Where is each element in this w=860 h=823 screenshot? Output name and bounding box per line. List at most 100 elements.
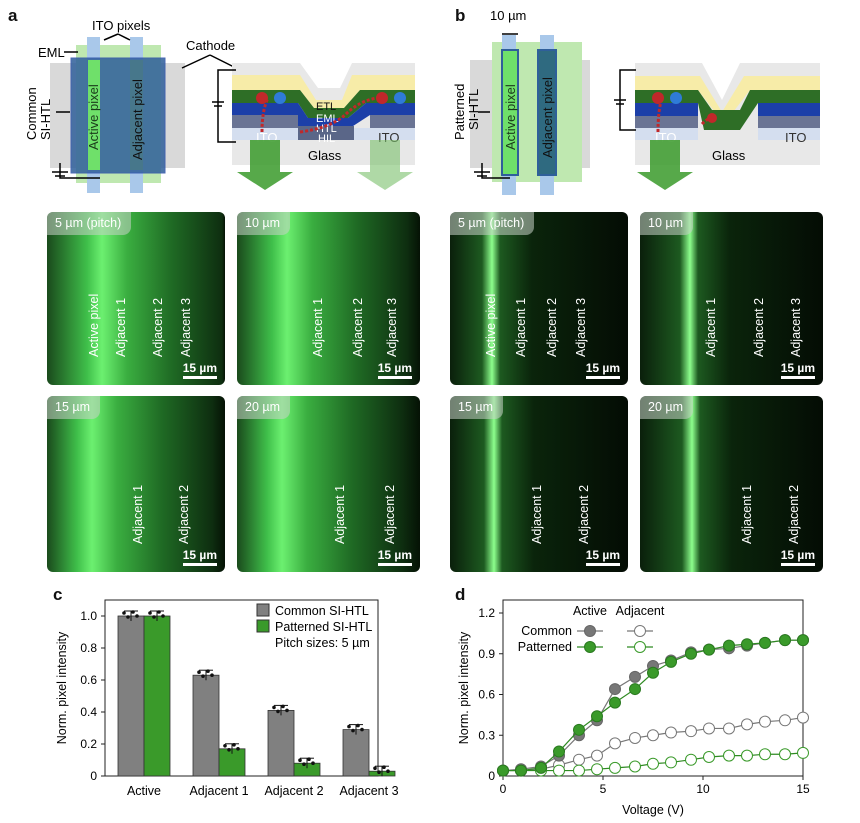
data-point: [759, 715, 771, 728]
scale-bar-label: 15 µm: [780, 548, 815, 562]
cathode-label: Cathode: [186, 38, 235, 53]
pitch-tag: 10 µm: [237, 212, 290, 235]
scale-bar-label: 15 µm: [182, 361, 217, 375]
scale-bar-label: 15 µm: [182, 548, 217, 562]
pixel-label: Adjacent 3: [179, 297, 193, 357]
pixel-label: Adjacent 1: [514, 297, 528, 357]
data-point: [685, 647, 697, 660]
data-point: [360, 727, 364, 732]
active-pixel-label-b: Active pixel: [503, 84, 518, 150]
data-point: [347, 724, 351, 729]
plot-frame: [502, 599, 804, 777]
data-point: [609, 737, 621, 750]
pitch-tag: 5 µm (pitch): [450, 212, 535, 235]
patterned-micrograph-tile: 10 µm Adjacent 1 Adjacent 2 Adjacent 3 15 µm: [640, 212, 823, 385]
pixel-label: Adjacent 1: [114, 297, 128, 357]
data-point: [382, 765, 386, 769]
data-point: [591, 710, 603, 723]
x-tick-label: 10: [696, 782, 710, 796]
data-point: [356, 723, 360, 728]
pixel-label: Active pixel: [484, 293, 498, 357]
data-point: [629, 731, 641, 744]
scale-bar-label: 15 µm: [377, 361, 412, 375]
data-point: [535, 761, 547, 774]
data-point: [553, 764, 565, 777]
data-point: [285, 708, 289, 713]
scale-bar-label: 15 µm: [377, 548, 412, 562]
data-point: [276, 709, 280, 714]
data-point: [703, 722, 715, 735]
pitch-tag: 20 µm: [237, 396, 290, 419]
data-point: [703, 750, 715, 763]
pixel-label: Adjacent 2: [151, 297, 165, 357]
ito-pixels-label: ITO pixels: [92, 18, 151, 33]
data-point: [497, 764, 509, 777]
scale-bar: 15 µm: [781, 361, 815, 379]
pixel-label: Active pixel: [87, 293, 101, 357]
data-point: [302, 762, 306, 766]
pixel-label: Adjacent 2: [545, 297, 559, 357]
data-point: [685, 725, 697, 738]
pixel-label: Adjacent 2: [752, 297, 766, 357]
panel-label-a: a: [8, 6, 18, 25]
pixel-label: Adjacent 1: [131, 484, 145, 544]
scale-bar: 15 µm: [586, 361, 620, 379]
x-tick-label: Adjacent 1: [189, 784, 248, 798]
data-point: [665, 655, 677, 668]
data-point: [591, 763, 603, 776]
legend-header-adjacent: Adjacent: [616, 604, 665, 618]
data-point: [152, 615, 156, 619]
data-point: [723, 722, 735, 735]
annotation: Pitch sizes: 5 µm: [275, 636, 370, 650]
data-point: [741, 749, 753, 762]
data-point: [197, 670, 201, 674]
data-point: [373, 766, 377, 770]
adjacent-pixel-label: Adjacent pixel: [130, 79, 145, 160]
etl-label: ETL: [316, 101, 336, 113]
glass-label-b: Glass: [712, 148, 746, 163]
pixel-label: Adjacent 2: [787, 484, 801, 544]
pixel-label: Adjacent 2: [351, 297, 365, 357]
y-tick-label: 0.6: [478, 688, 495, 702]
patterned-micrograph-tile: 5 µm (pitch) Active pixel Adjacent 1 Adjace…: [450, 212, 628, 385]
data-point: [629, 683, 641, 696]
patterned-micrograph-tile: 15 µm Adjacent 1 Adjacent 2 15 µm: [450, 396, 628, 572]
y-axis-label: Norm. pixel intensity: [457, 631, 471, 744]
panel-label-b: b: [455, 6, 466, 25]
data-point: [665, 756, 677, 769]
scale-bar-label: 15 µm: [585, 361, 620, 375]
data-point: [797, 711, 809, 724]
scale-bar: 15 µm: [586, 548, 620, 566]
data-point: [609, 761, 621, 774]
data-point: [122, 611, 126, 615]
data-point: [126, 615, 130, 619]
data-point: [157, 610, 161, 614]
si-htl-label-b: SI-HTL: [466, 89, 481, 130]
x-tick-label: Adjacent 2: [264, 784, 323, 798]
y-tick-label: 0.9: [478, 647, 495, 661]
x-tick-label: 15: [796, 782, 810, 796]
panel-label-c: c: [53, 585, 63, 604]
pixel-label: Adjacent 1: [333, 484, 347, 544]
y-tick-label: 0.2: [80, 737, 97, 751]
pixel-label: Adjacent 3: [574, 297, 588, 357]
scale-bar-label: 15 µm: [780, 361, 815, 375]
pixel-label: Adjacent 2: [177, 484, 191, 544]
y-tick-label: 1.2: [478, 606, 495, 620]
data-point: [609, 696, 621, 709]
y-tick-label: 0: [90, 769, 97, 783]
data-point: [759, 636, 771, 649]
data-point: [629, 760, 641, 773]
data-point: [629, 670, 641, 683]
legend-marker: [634, 641, 646, 653]
data-point: [236, 747, 240, 751]
common-micrograph-tile: 20 µm Adjacent 1 Adjacent 2 15 µm: [237, 396, 420, 572]
data-point: [779, 714, 791, 727]
bar: [143, 615, 171, 777]
data-point: [386, 769, 390, 773]
data-point: [647, 757, 659, 770]
legend-row-label: Patterned: [518, 640, 572, 654]
y-tick-label: 0.3: [478, 728, 495, 742]
width-label: 10 µm: [490, 8, 526, 23]
scale-bar: 15 µm: [183, 361, 217, 379]
